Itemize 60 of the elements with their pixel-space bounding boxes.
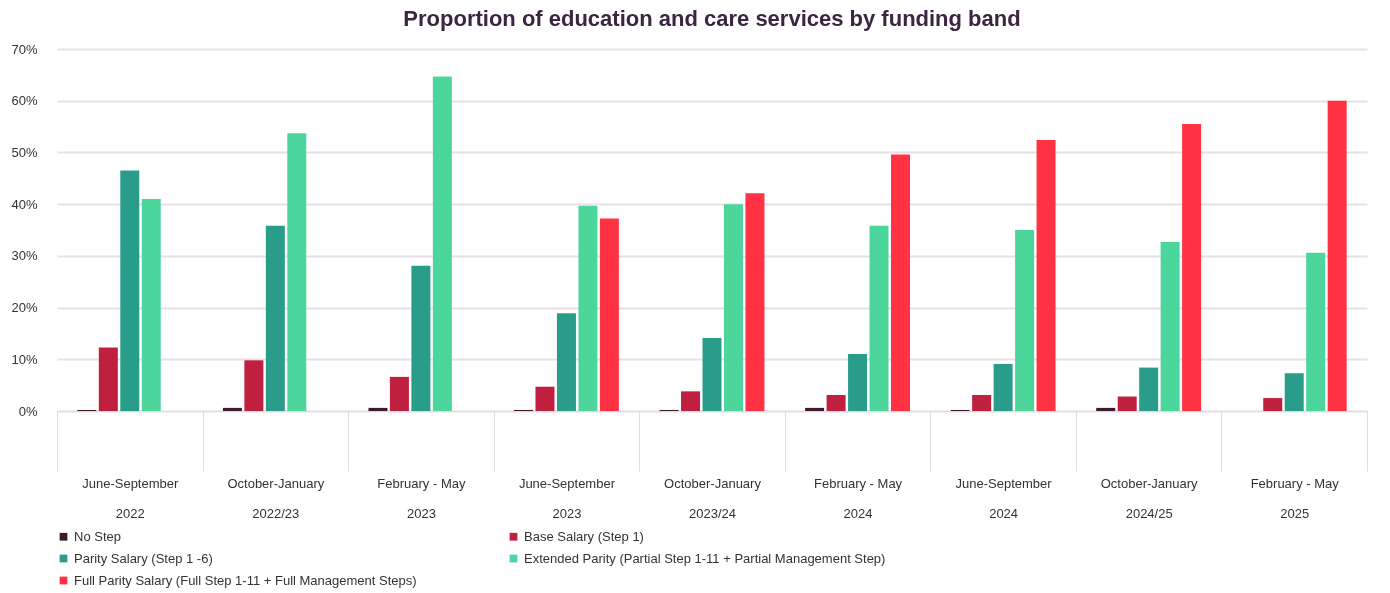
y-tick-label: 60% [11,93,38,109]
bar [265,225,285,411]
legend-label: Full Parity Salary (Full Step 1-11 + Full Management Steps) [74,572,417,588]
bar [1096,407,1116,411]
x-tick-label: June-September 2022 [82,475,179,521]
bar [120,170,140,411]
bar [848,354,868,411]
bar [869,225,889,411]
y-tick-label: 10% [11,351,38,367]
bar [1263,398,1283,411]
bar [141,198,161,411]
bar [222,407,242,411]
x-tick-label: October-January 2024/25 [1100,475,1199,521]
bar [1327,100,1347,411]
bar [745,193,765,411]
x-tick-label: October-January 2023/24 [664,475,762,521]
x-tick-label: October-January 2022/23 [227,475,325,521]
bar [389,376,409,411]
bar [805,407,825,411]
x-tick-label: June-September 2023 [518,475,616,521]
legend-label: Parity Salary (Step 1 -6) [74,550,213,566]
bar [1182,123,1202,411]
bar [1306,252,1326,411]
x-tick-label: February - May 2023 [377,475,466,521]
bar [432,76,452,411]
bar [599,218,619,411]
legend-label: Base Salary (Step 1) [524,528,644,544]
bar [1160,241,1180,411]
bar [890,154,910,411]
bar [972,394,992,411]
y-tick-label: 30% [11,248,38,264]
legend-label: No Step [74,528,121,544]
bar [244,360,264,411]
bar [368,407,388,411]
bar [578,205,598,411]
bar [1284,373,1304,411]
y-tick-label: 70% [11,41,38,57]
bar [411,265,431,411]
bar [681,391,701,411]
bar [702,338,722,411]
bar [1015,230,1035,411]
bar [1139,367,1159,411]
y-tick-label: 50% [11,144,38,160]
chart-title: Proportion of education and care services by funding band [403,6,1021,31]
bar [723,204,743,411]
y-tick-label: 20% [11,300,38,316]
x-tick-label: February - May 2025 [1250,475,1340,521]
bar [535,386,555,411]
y-tick-label: 40% [11,196,38,212]
bar [826,394,846,411]
x-tick-label: February - May 2024 [813,475,903,521]
x-tick-label: June-September 2024 [955,475,1053,521]
bar [1117,396,1137,411]
bar [287,133,307,411]
bar [993,363,1013,411]
y-tick-label: 0% [18,403,38,419]
bar [1036,140,1056,411]
bar [556,313,576,411]
legend-label: Extended Parity (Partial Step 1-11 + Partial Management Step) [524,550,886,566]
bar [98,347,118,411]
